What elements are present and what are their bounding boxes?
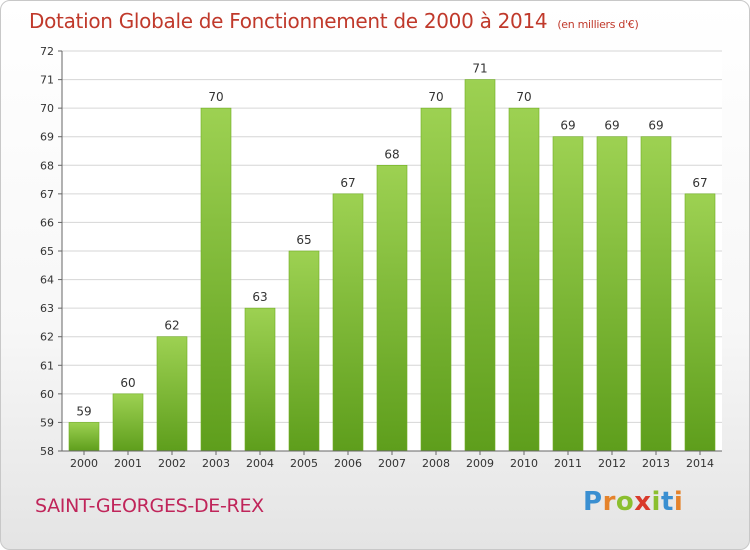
x-tick-label: 2001 [114, 457, 142, 470]
logo-letter: x [634, 487, 652, 517]
y-tick-label: 66 [40, 216, 54, 229]
data-label: 70 [208, 90, 223, 104]
y-tick-label: 63 [40, 302, 54, 315]
y-tick-label: 72 [40, 45, 54, 58]
bar [420, 107, 452, 452]
x-tick-label: 2006 [334, 457, 362, 470]
x-tick-label: 2008 [422, 457, 450, 470]
bar [68, 422, 100, 452]
x-tick-label: 2000 [70, 457, 98, 470]
y-tick-label: 61 [40, 359, 54, 372]
y-tick-label: 71 [40, 74, 54, 87]
data-label: 68 [384, 147, 399, 161]
data-label: 65 [296, 233, 311, 247]
y-tick-label: 64 [40, 274, 54, 287]
y-tick-label: 58 [40, 445, 54, 458]
data-label: 67 [692, 176, 707, 190]
y-tick-label: 60 [40, 388, 54, 401]
y-tick-label: 68 [40, 159, 54, 172]
data-label: 70 [428, 90, 443, 104]
bar [332, 193, 364, 452]
bar [244, 307, 276, 452]
y-tick-label: 62 [40, 331, 54, 344]
x-tick-label: 2002 [158, 457, 186, 470]
data-label: 69 [604, 119, 619, 133]
y-tick-label: 69 [40, 131, 54, 144]
y-tick-label: 59 [40, 416, 54, 429]
data-label: 67 [340, 176, 355, 190]
x-tick-label: 2012 [598, 457, 626, 470]
x-tick-label: 2003 [202, 457, 230, 470]
data-label: 59 [76, 404, 91, 418]
x-tick-label: 2004 [246, 457, 274, 470]
bar [552, 136, 584, 452]
y-axis: 58 59 60 61 62 63 64 65 66 67 68 69 70 71 72 [40, 45, 63, 458]
logo-letter: r [602, 487, 616, 517]
y-tick-label: 65 [40, 245, 54, 258]
chart-unit: (en milliers d'€) [557, 18, 639, 31]
bar [200, 107, 232, 452]
y-tick-label: 70 [40, 102, 54, 115]
x-tick-label: 2014 [686, 457, 714, 470]
chart-title: Dotation Globale de Fonctionnement de 20… [29, 9, 639, 33]
logo-letter: P [583, 487, 603, 517]
bar [288, 250, 320, 452]
bar [640, 136, 672, 452]
chart-title-text: Dotation Globale de Fonctionnement de 20… [29, 9, 548, 33]
data-label: 63 [252, 290, 267, 304]
x-tick-label: 2009 [466, 457, 494, 470]
bar [684, 193, 716, 452]
bar [112, 393, 144, 452]
logo-letter: i [673, 487, 684, 517]
bar [508, 107, 540, 452]
bars-group: 59 60 62 70 63 65 67 68 70 71 70 69 69 69 67 [68, 62, 716, 452]
data-label: 69 [560, 119, 575, 133]
data-label: 71 [472, 62, 487, 76]
x-tick-label: 2013 [642, 457, 670, 470]
bar [156, 336, 188, 452]
y-tick-label: 67 [40, 188, 54, 201]
data-label: 60 [120, 376, 135, 390]
bar [376, 164, 408, 452]
data-label: 62 [164, 319, 179, 333]
logo-letter: i [651, 487, 661, 517]
x-tick-label: 2010 [510, 457, 538, 470]
logo-letter: t [660, 487, 674, 517]
x-tick-label: 2011 [554, 457, 582, 470]
x-axis: 2000 2001 2002 2003 2004 2005 2006 2007 2008 2009… [62, 450, 722, 470]
commune-name: SAINT-GEORGES-DE-REX [35, 495, 264, 517]
logo-letter: o [615, 487, 635, 517]
bar [596, 136, 628, 452]
data-label: 69 [648, 119, 663, 133]
x-tick-label: 2007 [378, 457, 406, 470]
proxiti-logo[interactable]: Proxiti [583, 487, 683, 517]
data-label: 70 [516, 90, 531, 104]
bar [464, 79, 496, 452]
x-tick-label: 2005 [290, 457, 318, 470]
